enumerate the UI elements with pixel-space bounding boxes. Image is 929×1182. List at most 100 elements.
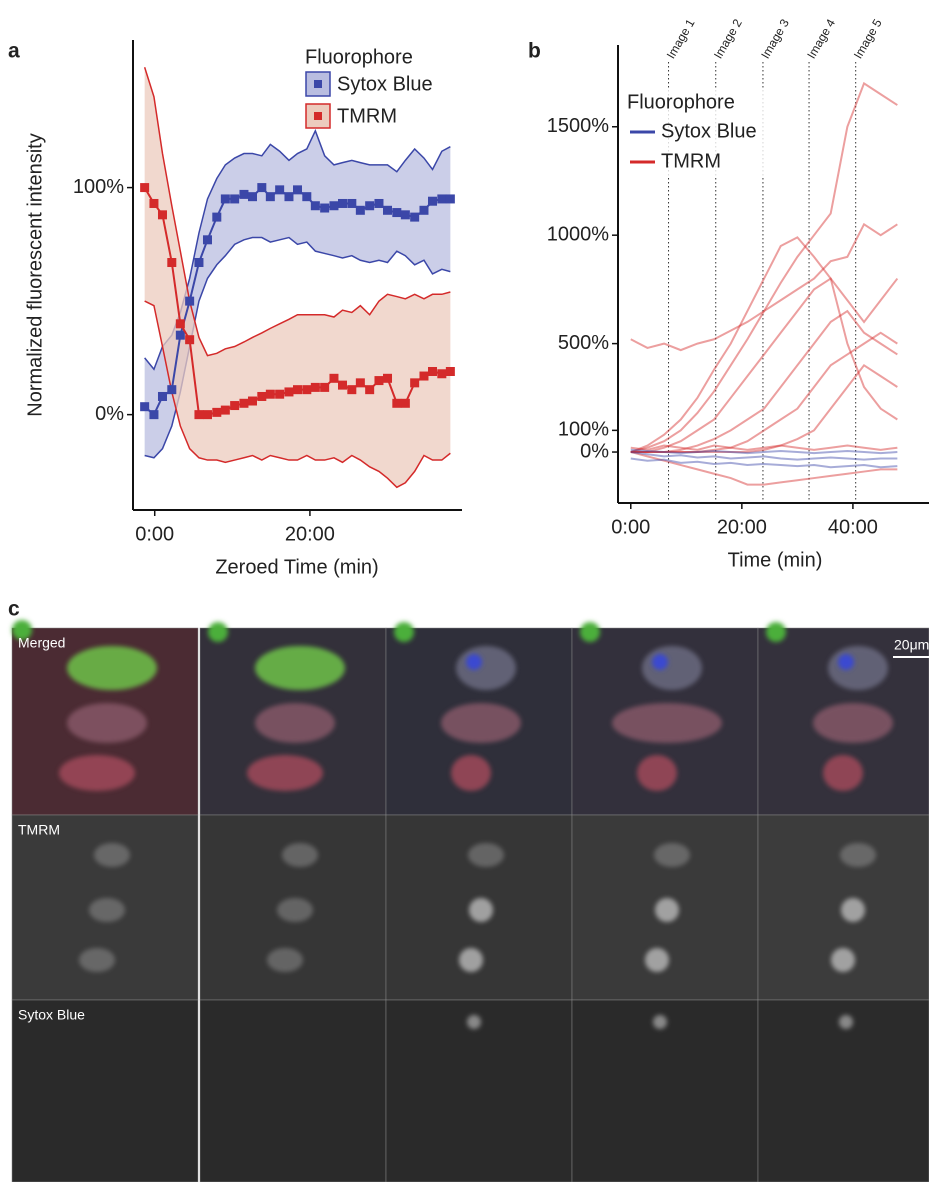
- marker: [338, 198, 348, 208]
- trace: [630, 309, 898, 454]
- nucleus: [838, 654, 854, 670]
- cell: [394, 622, 414, 642]
- marker: [194, 410, 204, 420]
- cell: [580, 622, 600, 642]
- marker: [257, 183, 267, 193]
- y-tick-label: 500%: [558, 332, 609, 354]
- marker: [212, 212, 222, 222]
- image-label: Image 5: [851, 16, 885, 61]
- row-label: Merged: [18, 635, 65, 651]
- cell: [67, 646, 157, 690]
- marker: [383, 373, 393, 383]
- marker: [320, 382, 330, 392]
- signal: [467, 1015, 481, 1029]
- signal: [282, 843, 318, 867]
- marker: [392, 208, 402, 218]
- marker: [167, 258, 177, 268]
- y-tick-label: 0%: [95, 403, 124, 425]
- nucleus: [652, 654, 668, 670]
- marker: [157, 210, 167, 220]
- marker: [220, 194, 230, 204]
- marker: [329, 201, 339, 211]
- image-label: Image 3: [758, 16, 792, 61]
- band-lower: [144, 236, 451, 459]
- marker: [338, 380, 348, 390]
- marker: [445, 194, 455, 204]
- marker: [257, 391, 267, 401]
- image-cell: [757, 999, 929, 1182]
- cell: [828, 646, 888, 690]
- panel-label: b: [528, 40, 541, 63]
- y-tick-label: 0%: [580, 440, 609, 462]
- marker: [293, 385, 302, 395]
- panel-label: c: [8, 598, 20, 621]
- signal: [839, 1015, 853, 1029]
- marker: [365, 385, 375, 395]
- marker: [230, 401, 240, 411]
- marker: [400, 210, 410, 220]
- legend-title: Fluorophore: [627, 91, 735, 113]
- marker: [419, 205, 429, 215]
- signal: [654, 843, 690, 867]
- row-label: Sytox Blue: [18, 1007, 85, 1023]
- marker: [175, 330, 185, 340]
- trace: [630, 363, 898, 454]
- cell: [612, 703, 722, 743]
- marker: [167, 385, 177, 395]
- marker: [428, 196, 438, 206]
- panel-label: a: [8, 40, 20, 63]
- signal: [468, 843, 504, 867]
- marker: [347, 385, 357, 395]
- trace: [630, 277, 899, 454]
- image-cell: [385, 999, 573, 1182]
- cell: [12, 620, 32, 640]
- marker: [410, 212, 420, 222]
- band-upper: [144, 128, 451, 371]
- y-tick-label: 100%: [558, 419, 609, 441]
- marker: [284, 387, 294, 397]
- legend-label: Sytox Blue: [337, 73, 433, 95]
- image-label: Image 1: [664, 16, 698, 61]
- signal: [89, 898, 125, 922]
- marker: [140, 402, 150, 412]
- signal: [841, 898, 865, 922]
- cell: [766, 622, 786, 642]
- legend-marker: [314, 80, 322, 88]
- trace: [630, 236, 898, 453]
- y-tick-label: 100%: [73, 176, 124, 198]
- image-cell: [571, 999, 759, 1182]
- x-axis-title: Time (min): [728, 549, 823, 571]
- marker: [157, 391, 167, 401]
- signal: [840, 843, 876, 867]
- trace: [630, 448, 898, 455]
- marker: [239, 189, 249, 199]
- trace: [630, 451, 898, 486]
- marker: [149, 410, 159, 420]
- band: [144, 130, 451, 458]
- marker: [437, 194, 447, 204]
- marker: [302, 192, 312, 202]
- marker: [347, 198, 357, 208]
- cell: [637, 755, 677, 791]
- row-label: TMRM: [18, 822, 60, 838]
- x-tick-label: 40:00: [828, 516, 878, 538]
- cell: [456, 646, 516, 690]
- signal: [277, 898, 313, 922]
- image-cell: [199, 999, 387, 1182]
- legend-label: Sytox Blue: [661, 120, 757, 142]
- marker: [365, 201, 375, 211]
- marker: [140, 183, 150, 193]
- scale-label: 20μm: [894, 637, 929, 653]
- band: [144, 67, 451, 488]
- marker: [265, 192, 275, 202]
- marker: [275, 389, 285, 399]
- marker: [275, 185, 285, 195]
- marker: [400, 398, 410, 408]
- marker: [374, 198, 384, 208]
- signal: [267, 948, 303, 972]
- marker: [202, 410, 212, 420]
- legend-label: TMRM: [661, 150, 721, 172]
- marker: [302, 385, 312, 395]
- trace: [630, 81, 898, 454]
